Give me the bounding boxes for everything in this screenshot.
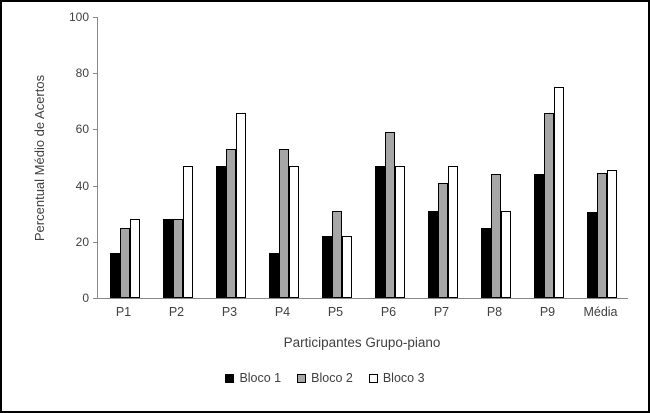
bar-bloco-1-p3 xyxy=(215,165,226,298)
bar-group-p3 xyxy=(204,17,257,298)
x-tick-label-p9: P9 xyxy=(539,305,556,319)
x-tick-label-média: Média xyxy=(583,305,618,319)
legend-item-bloco-1: Bloco 1 xyxy=(225,371,281,385)
y-tick-mark-40 xyxy=(93,185,97,187)
bar-bloco-2-p4 xyxy=(278,149,289,298)
bar-bloco-1-p5 xyxy=(321,236,332,298)
bar-bloco-3-p4 xyxy=(288,165,299,298)
bar-group-p5 xyxy=(310,17,363,298)
x-tick-label-p7: P7 xyxy=(433,305,450,319)
legend-item-bloco-2: Bloco 2 xyxy=(297,371,353,385)
legend-label-bloco-2: Bloco 2 xyxy=(311,371,353,385)
y-tick-mark-0 xyxy=(93,298,97,299)
bar-bloco-2-p9 xyxy=(543,112,554,298)
x-tick-label-p8: P8 xyxy=(486,305,503,319)
bar-bloco-3-p3 xyxy=(235,112,246,298)
y-tick-label-0: 0 xyxy=(82,291,89,305)
legend-label-bloco-1: Bloco 1 xyxy=(239,371,282,385)
x-axis-labels: P1 P2 P3 P4 P5 P6 P7 P8 P9 Média xyxy=(97,305,627,319)
x-tick-label-p2: P2 xyxy=(168,305,185,319)
bar-bloco-1-média xyxy=(586,211,597,298)
legend-item-bloco-3: Bloco 3 xyxy=(368,371,425,385)
bar-bloco-3-p9 xyxy=(553,87,564,298)
x-tick-label-p3: P3 xyxy=(221,305,238,319)
y-tick-label-20: 20 xyxy=(75,234,89,249)
bar-bloco-3-p8 xyxy=(500,210,511,298)
bar-bloco-3-p5 xyxy=(341,236,352,298)
y-tick-mark-100 xyxy=(93,17,97,18)
bar-bloco-1-p9 xyxy=(533,174,544,298)
y-tick-mark-20 xyxy=(93,241,97,243)
bar-bloco-2-p8 xyxy=(490,174,501,298)
bar-bloco-3-p7 xyxy=(447,165,458,298)
bar-bloco-2-p6 xyxy=(384,132,395,298)
bar-bloco-3-p6 xyxy=(394,165,405,298)
y-axis-title: Percentual Médio de Acertos xyxy=(32,74,47,242)
bar-group-p6 xyxy=(363,17,416,298)
legend-swatch-bloco-3 xyxy=(368,373,378,383)
bar-group-p1 xyxy=(98,17,151,298)
bar-bloco-3-p1 xyxy=(129,219,140,298)
x-tick-label-p5: P5 xyxy=(327,305,344,319)
bar-bloco-1-p4 xyxy=(268,253,279,298)
bar-bloco-3-média xyxy=(606,169,617,298)
y-tick-label-80: 80 xyxy=(75,66,89,81)
bar-group-p7 xyxy=(416,17,469,298)
x-tick-label-p1: P1 xyxy=(115,305,132,319)
bar-bloco-2-p5 xyxy=(331,210,342,298)
bar-group-p4 xyxy=(257,17,310,298)
legend: Bloco 1 Bloco 2 Bloco 3 xyxy=(2,371,648,385)
bar-bloco-1-p7 xyxy=(427,210,438,298)
bar-bloco-3-p2 xyxy=(182,165,193,298)
bar-group-média xyxy=(575,17,628,298)
bar-group-p9 xyxy=(522,17,575,298)
bar-bloco-2-p2 xyxy=(172,219,183,298)
legend-label-bloco-3: Bloco 3 xyxy=(382,371,425,385)
bar-bloco-2-p1 xyxy=(119,227,130,298)
x-tick-label-p4: P4 xyxy=(274,305,291,319)
y-tick-mark-80 xyxy=(93,73,97,75)
bar-group-p8 xyxy=(469,17,522,298)
legend-swatch-bloco-1 xyxy=(225,373,235,383)
y-tick-label-40: 40 xyxy=(75,178,89,193)
legend-swatch-bloco-2 xyxy=(297,373,307,383)
bar-group-p2 xyxy=(151,17,204,298)
x-tick-label-p6: P6 xyxy=(380,305,397,319)
y-tick-label-60: 60 xyxy=(75,122,89,137)
bar-bloco-1-p6 xyxy=(374,165,385,298)
bar-bloco-2-p3 xyxy=(225,149,236,298)
y-tick-label-100: 100 xyxy=(68,10,89,24)
bar-bloco-1-p2 xyxy=(162,219,173,298)
y-tick-mark-60 xyxy=(93,129,97,131)
bar-bloco-1-p1 xyxy=(109,253,120,298)
x-axis-title: Participantes Grupo-piano xyxy=(283,335,441,350)
plot-area xyxy=(97,17,628,299)
bar-bloco-1-p8 xyxy=(480,227,491,298)
bar-bloco-2-média xyxy=(596,173,607,298)
bar-bloco-2-p7 xyxy=(437,182,448,298)
